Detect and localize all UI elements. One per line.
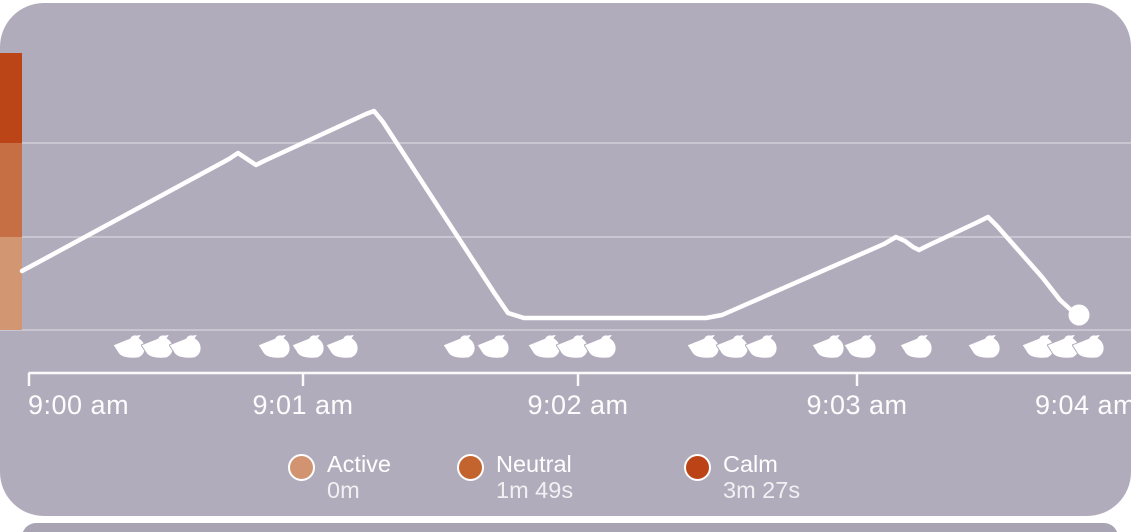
legend-dot-calm-icon: [684, 454, 711, 481]
legend-dot-active-icon: [288, 454, 315, 481]
axis-label-9-02-am: 9:02 am: [527, 390, 629, 420]
bird-icon: [113, 334, 146, 359]
session-chart-card: [0, 3, 1131, 516]
calm-timeline-chart: [0, 53, 1131, 386]
axis-label-9-01-am: 9:01 am: [252, 390, 354, 420]
bird-icon: [844, 334, 877, 359]
bird-icon: [141, 334, 174, 359]
bird-icon: [900, 334, 933, 359]
legend-dot-neutral-icon: [457, 454, 484, 481]
bird-icon: [556, 334, 589, 359]
band-calm: [0, 53, 22, 143]
next-card-peek[interactable]: [22, 523, 1118, 532]
bird-icon: [687, 334, 720, 359]
legend-item-calm: Calm 3m 27s: [684, 451, 800, 503]
legend-item-neutral: Neutral 1m 49s: [457, 451, 573, 503]
bird-icon: [443, 334, 476, 359]
axis-label-9-00-am: 9:00 am: [28, 390, 130, 420]
calm-line: [19, 108, 1082, 321]
bird-icon: [477, 334, 510, 359]
legend-label-active: Active: [327, 451, 391, 477]
legend-item-active: Active 0m: [288, 451, 391, 503]
bird-icon: [528, 334, 561, 359]
axis-label-9-03-am: 9:03 am: [806, 390, 908, 420]
band-active: [0, 237, 22, 330]
bird-icon: [292, 334, 325, 359]
bird-icon: [169, 334, 202, 359]
bird-icon: [326, 334, 359, 359]
legend-value-neutral: 1m 49s: [496, 477, 574, 503]
bird-icon: [258, 334, 291, 359]
legend-value-active: 0m: [327, 477, 360, 503]
band-neutral: [0, 143, 22, 237]
legend-value-calm: 3m 27s: [723, 477, 801, 503]
bird-icon: [745, 334, 778, 359]
legend-label-neutral: Neutral: [496, 451, 572, 477]
bird-icon: [968, 334, 1001, 359]
bird-icon: [584, 334, 617, 359]
line-end-dot: [1068, 304, 1090, 326]
axis-label-9-04-am: 9:04 am: [1034, 390, 1136, 420]
bird-icon: [716, 334, 749, 359]
bird-icon: [812, 334, 845, 359]
legend-label-calm: Calm: [723, 451, 778, 477]
